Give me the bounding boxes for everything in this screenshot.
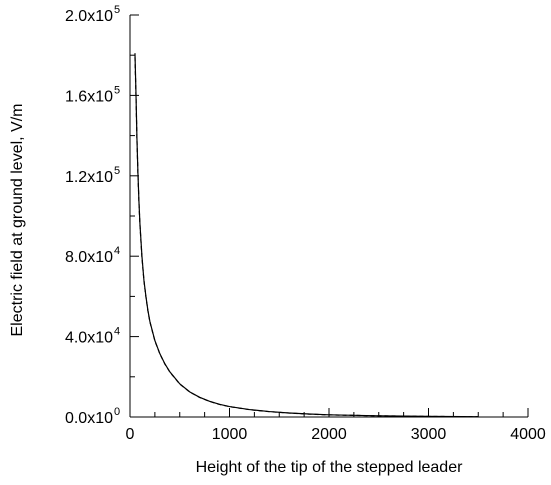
x-axis-title: Height of the tip of the stepped leader: [196, 459, 464, 476]
x-tick-label: 1000: [212, 426, 248, 443]
dashed-series-line: [134, 57, 479, 418]
y-tick-label: 4.0x10: [65, 330, 113, 347]
x-tick-label: 3000: [411, 426, 447, 443]
x-tick-label: 0: [126, 426, 135, 443]
y-tick-exponent: 5: [114, 84, 120, 96]
y-axis-title: Electric field at ground level, V/m: [9, 104, 26, 337]
plot-frame: [129, 15, 528, 418]
solid-series-line: [134, 53, 479, 418]
x-tick-label: 2000: [311, 426, 347, 443]
y-tick-label: 1.6x10: [65, 88, 113, 105]
y-tick-exponent: 0: [114, 406, 120, 418]
y-axis: 0.0x10 04.0x10 48.0x10 41.2x10 51.6x10 52.0x1…: [65, 4, 139, 427]
x-axis: 0 1000 2000 3000 4000: [126, 408, 546, 443]
y-tick-exponent: 4: [114, 245, 120, 257]
x-tick-label: 4000: [510, 426, 546, 443]
y-tick-label: 8.0x10: [65, 249, 113, 266]
y-tick-label: 1.2x10: [65, 169, 113, 186]
y-tick-exponent: 5: [114, 4, 120, 16]
series-layer: [134, 53, 479, 418]
y-tick-label: 0.0x10: [65, 410, 113, 427]
y-tick-exponent: 5: [114, 165, 120, 177]
y-tick-exponent: 4: [114, 326, 120, 338]
y-tick-label: 2.0x10: [65, 8, 113, 25]
